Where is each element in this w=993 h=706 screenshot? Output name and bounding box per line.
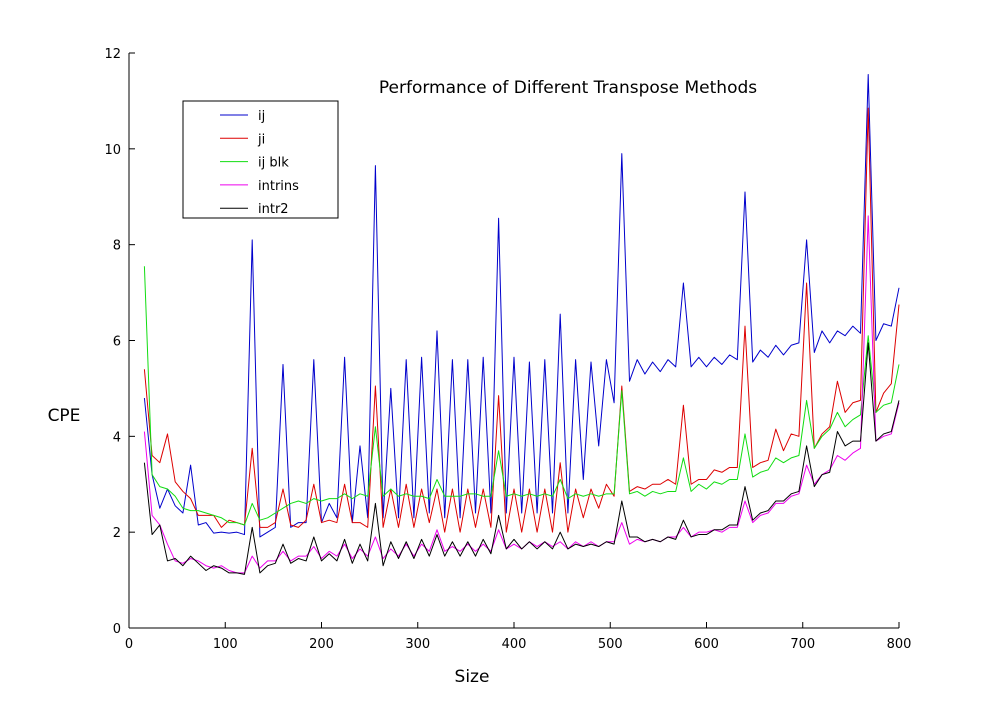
legend-box xyxy=(182,100,339,219)
x-tick-label: 400 xyxy=(502,637,527,652)
legend-label: ij blk xyxy=(258,156,289,171)
x-tick-label: 200 xyxy=(309,637,334,652)
x-tick-label: 100 xyxy=(213,637,238,652)
x-tick-label: 0 xyxy=(125,637,133,652)
series-line-ij xyxy=(143,74,900,538)
x-tick-label: 800 xyxy=(887,637,912,652)
x-tick-label: 600 xyxy=(694,637,719,652)
y-tick-label: 2 xyxy=(113,526,121,541)
series-line-ij-blk xyxy=(143,266,900,526)
y-tick-label: 4 xyxy=(113,430,121,445)
legend-label: ji xyxy=(257,132,265,147)
x-tick-label: 500 xyxy=(598,637,623,652)
series-lines xyxy=(143,74,900,575)
legend-label: intrins xyxy=(258,179,299,194)
x-tick-label: 300 xyxy=(405,637,430,652)
series-line-intr2 xyxy=(143,342,900,575)
x-tick-label: 700 xyxy=(790,637,815,652)
axes: 0 100 200 300 400 500 600 700 800 0 2 4 6 8 10 12 xyxy=(104,47,911,652)
x-axis-title: Size xyxy=(455,667,490,687)
y-tick-label: 8 xyxy=(113,239,121,254)
y-tick-label: 12 xyxy=(104,47,121,62)
legend-label: ij xyxy=(258,109,265,124)
legend: ij ji ij blk intrins intr2 xyxy=(182,100,339,219)
y-tick-label: 6 xyxy=(113,335,121,350)
series-line-intrins xyxy=(143,215,900,574)
y-tick-label: 0 xyxy=(113,622,121,637)
y-axis-title: CPE xyxy=(48,406,81,426)
legend-label: intr2 xyxy=(258,202,289,217)
y-tick-label: 10 xyxy=(104,143,121,158)
chart-title: Performance of Different Transpose Metho… xyxy=(379,78,757,98)
series-line-ji xyxy=(143,107,900,533)
